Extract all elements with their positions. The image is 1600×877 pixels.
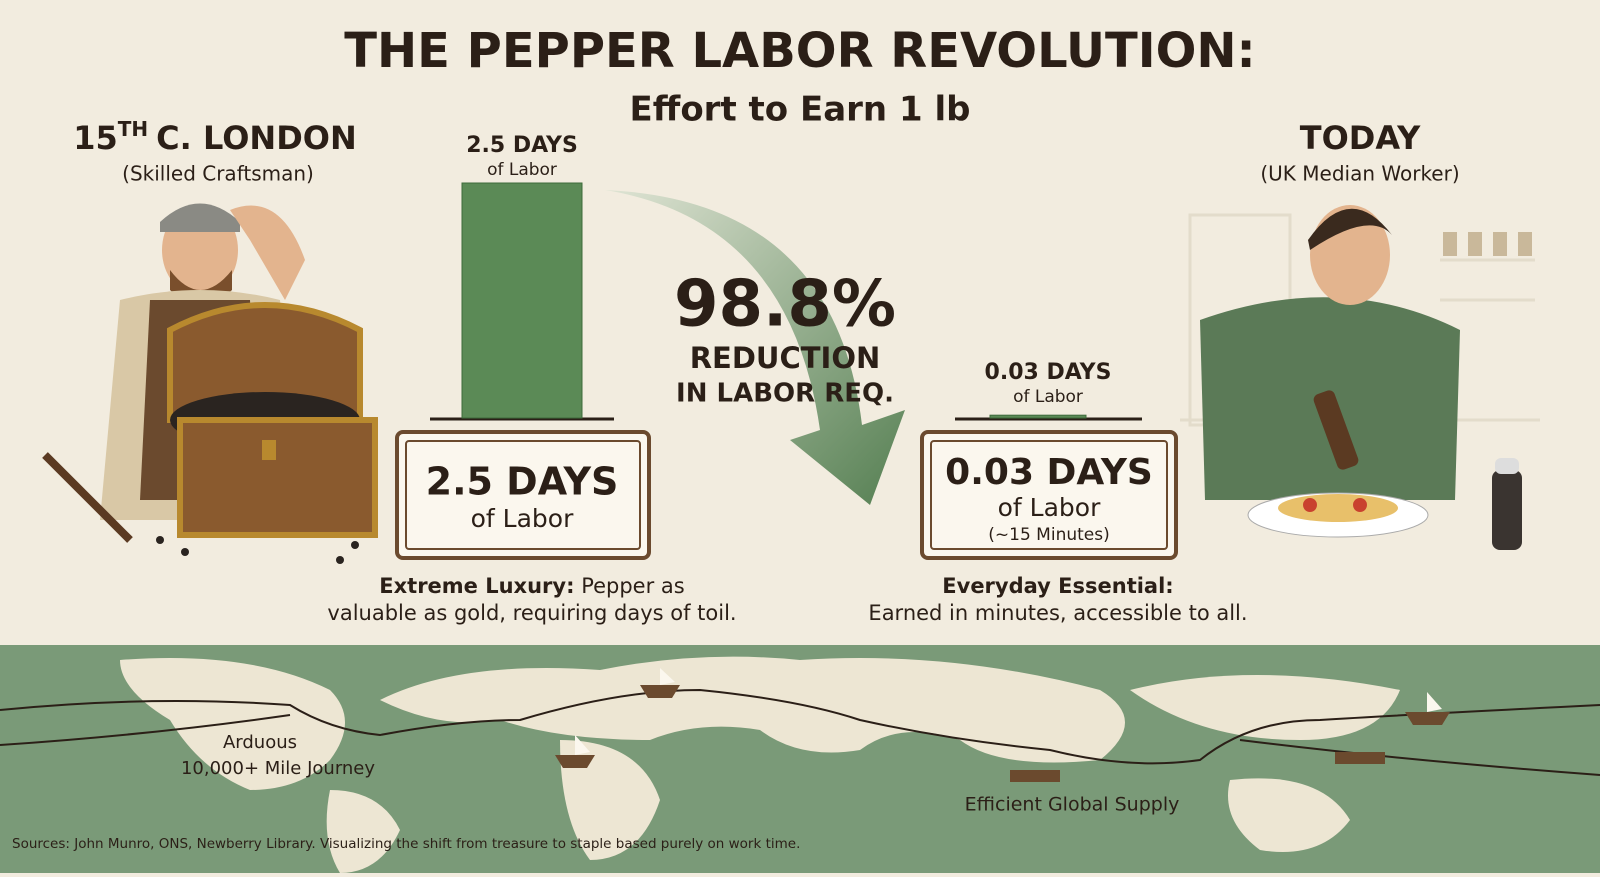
left-caption: Extreme Luxury: Pepper as	[379, 574, 684, 598]
bar	[989, 414, 1087, 419]
title: THE PEPPER LABOR REVOLUTION:	[344, 23, 1255, 79]
box-value: 2.5 DAYS	[426, 460, 619, 504]
right-heading: TODAY	[1300, 119, 1421, 157]
right-subheading: (UK Median Worker)	[1260, 162, 1459, 186]
map-label: Arduous	[223, 732, 297, 753]
caption-text: Pepper as	[581, 574, 685, 598]
man-illustration	[1200, 205, 1532, 550]
bar-value-label: 2.5 DAYS	[466, 133, 578, 158]
world-map	[0, 645, 1600, 873]
subtitle: Effort to Earn 1 lb	[630, 90, 971, 130]
reduction-line: REDUCTION	[690, 341, 881, 375]
box-note: (~15 Minutes)	[988, 525, 1109, 545]
heading-number: 15	[73, 119, 118, 157]
right-caption-line: Earned in minutes, accessible to all.	[868, 601, 1247, 625]
treasure-chest	[156, 302, 378, 564]
left-caption-line: valuable as gold, requiring days of toil…	[327, 601, 736, 625]
right-box	[920, 430, 1178, 560]
box-unit: of Labor	[998, 493, 1101, 522]
map-label: Efficient Global Supply	[965, 794, 1180, 816]
caption-bold: Extreme Luxury:	[379, 574, 574, 598]
heading-rest: C. LONDON	[156, 119, 357, 157]
left-heading: 15TH C. LONDON	[73, 117, 356, 158]
bar-unit-label: of Labor	[1013, 387, 1083, 407]
right-caption-bold: Everyday Essential:	[942, 574, 1173, 598]
left-subheading: (Skilled Craftsman)	[122, 162, 314, 186]
reduction-value: 98.8%	[674, 268, 896, 342]
bar	[461, 182, 583, 419]
box-value: 0.03 DAYS	[945, 452, 1153, 493]
reduction-arrow	[605, 190, 905, 505]
map-label: 10,000+ Mile Journey	[181, 758, 375, 779]
bar-unit-label: of Labor	[487, 160, 557, 180]
bar-value-label: 0.03 DAYS	[985, 360, 1112, 385]
box-unit: of Labor	[471, 504, 574, 533]
heading-sup: TH	[118, 117, 148, 141]
left-box	[395, 430, 651, 560]
footer-sources: Sources: John Munro, ONS, Newberry Libra…	[12, 836, 800, 852]
reduction-line: IN LABOR REQ.	[676, 379, 894, 409]
